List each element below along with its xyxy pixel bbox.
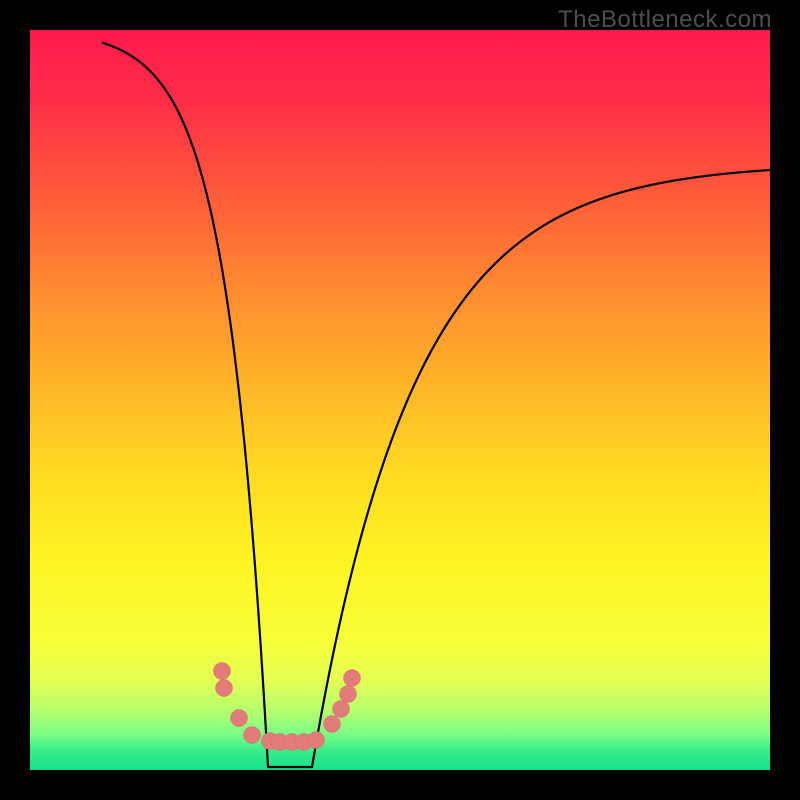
watermark-text: TheBottleneck.com xyxy=(558,6,772,34)
chart-stage: TheBottleneck.com xyxy=(0,0,800,800)
outer-border xyxy=(0,0,800,800)
